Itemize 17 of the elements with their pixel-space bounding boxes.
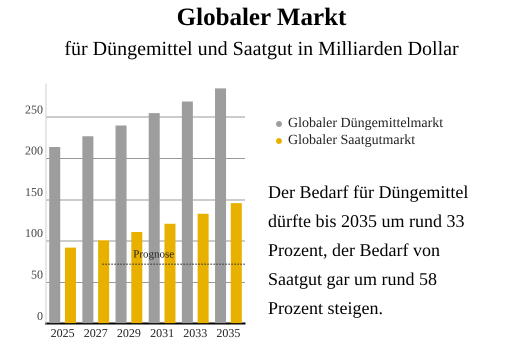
- x-tick-label: 2029: [116, 326, 141, 340]
- chart-subtitle: für Düngemittel und Saatgut in Milliarden Dollar: [63, 38, 460, 61]
- text: Der Bedarf für Düngemittel dürfte bis 2035 um rund 33 Prozent, der Bedarf von Saatgut gar um rund 58 Prozent steigen.: [268, 181, 470, 320]
- x-tick-label: 2025: [50, 326, 75, 340]
- y-tick-label: 200: [25, 144, 43, 158]
- y-tick-label: 250: [25, 102, 43, 116]
- y-tick-label: 50: [31, 267, 43, 282]
- legend-label: Globaler Düngemittelmarkt: [288, 115, 444, 132]
- x-tick-label: 2035: [216, 326, 240, 340]
- y-tick-label: 100: [25, 226, 43, 240]
- x-tick-label: 2031: [150, 326, 174, 340]
- y-tick-label: 0: [37, 308, 43, 323]
- chart-title: Globaler Markt: [176, 4, 348, 32]
- y-tick-label: 150: [25, 184, 43, 199]
- legend-label: Globaler Saatgutmarkt: [288, 132, 416, 149]
- x-tick-label: 2027: [84, 326, 108, 340]
- x-tick-label: 2033: [183, 326, 208, 340]
